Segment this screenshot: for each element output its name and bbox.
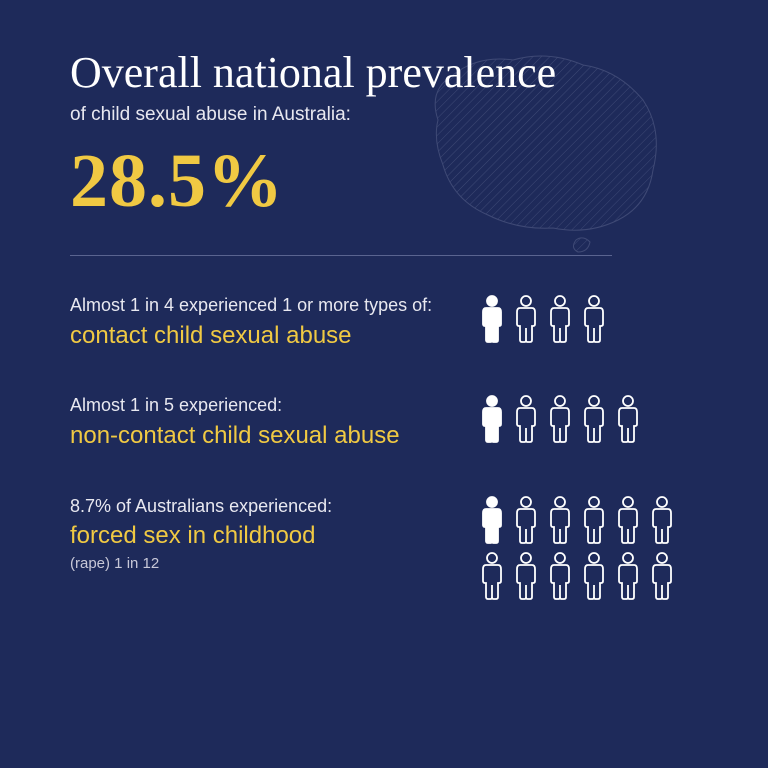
person-icon bbox=[546, 294, 574, 344]
page-title: Overall national prevalence bbox=[70, 50, 708, 96]
person-icon bbox=[648, 551, 676, 601]
person-icon bbox=[478, 551, 506, 601]
person-icon bbox=[614, 551, 642, 601]
person-icon bbox=[478, 394, 506, 444]
person-icon bbox=[478, 294, 506, 344]
person-icon bbox=[580, 394, 608, 444]
stat-row: Almost 1 in 4 experienced 1 or more type… bbox=[70, 294, 708, 350]
stat-highlight: contact child sexual abuse bbox=[70, 322, 458, 351]
person-icon bbox=[512, 294, 540, 344]
person-icon bbox=[648, 495, 676, 545]
figure-group bbox=[478, 294, 708, 344]
headline-stat: 28.5% bbox=[70, 138, 708, 225]
person-icon bbox=[512, 394, 540, 444]
person-icon bbox=[546, 495, 574, 545]
stat-row: Almost 1 in 5 experienced: non-contact ch… bbox=[70, 394, 708, 450]
stat-highlight: forced sex in childhood bbox=[70, 522, 458, 551]
person-icon bbox=[546, 551, 574, 601]
person-icon bbox=[478, 495, 506, 545]
stat-intro: Almost 1 in 4 experienced 1 or more type… bbox=[70, 294, 458, 317]
person-icon bbox=[580, 551, 608, 601]
stat-intro: Almost 1 in 5 experienced: bbox=[70, 394, 458, 417]
person-icon bbox=[614, 495, 642, 545]
person-icon bbox=[614, 394, 642, 444]
figure-group bbox=[478, 495, 708, 601]
divider bbox=[70, 255, 612, 256]
stat-note: (rape) 1 in 12 bbox=[70, 555, 458, 572]
person-icon bbox=[546, 394, 574, 444]
person-icon bbox=[512, 495, 540, 545]
stat-highlight: non-contact child sexual abuse bbox=[70, 422, 458, 451]
stat-row: 8.7% of Australians experienced: forced s… bbox=[70, 495, 708, 601]
figure-group bbox=[478, 394, 708, 444]
person-icon bbox=[580, 294, 608, 344]
page-subtitle: of child sexual abuse in Australia: bbox=[70, 104, 708, 126]
stat-intro: 8.7% of Australians experienced: bbox=[70, 495, 458, 518]
person-icon bbox=[580, 495, 608, 545]
person-icon bbox=[512, 551, 540, 601]
